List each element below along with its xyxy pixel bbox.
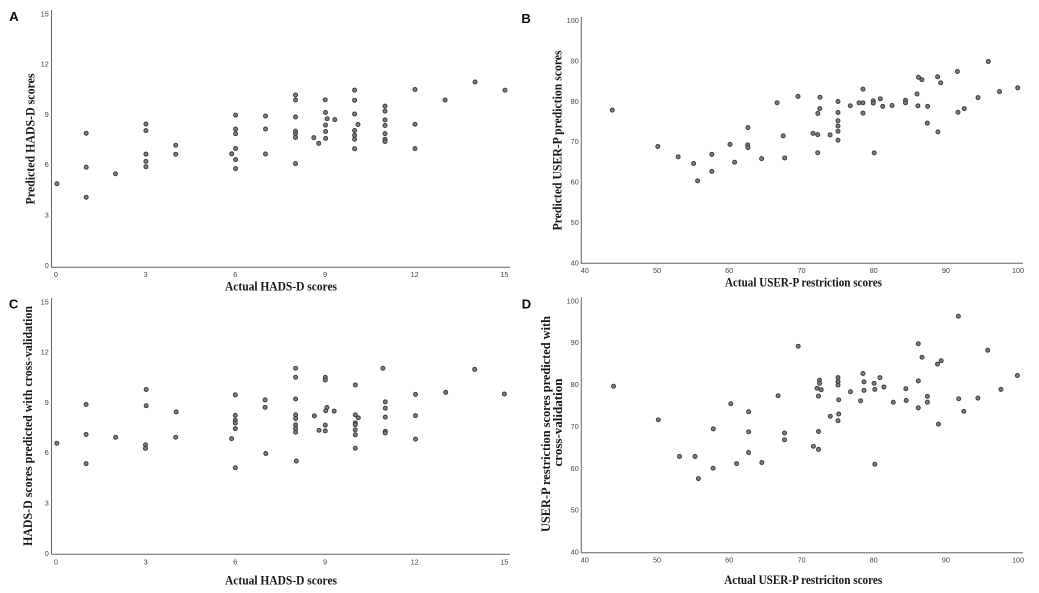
svg-text:80: 80 (870, 266, 878, 275)
svg-text:90: 90 (942, 556, 950, 565)
svg-text:HADS-D scores predicted with c: HADS-D scores predicted with cross-valid… (20, 305, 35, 546)
svg-text:Actual USER-P restriction scor: Actual USER-P restriction scores (725, 275, 882, 290)
svg-text:C: C (9, 297, 19, 312)
svg-text:50: 50 (653, 266, 661, 275)
svg-text:15: 15 (41, 9, 49, 18)
svg-text:60: 60 (571, 178, 579, 187)
svg-text:0: 0 (45, 549, 49, 558)
svg-text:50: 50 (571, 218, 579, 227)
svg-text:9: 9 (323, 557, 327, 566)
svg-text:9: 9 (323, 270, 327, 279)
svg-text:15: 15 (500, 270, 508, 279)
svg-text:80: 80 (571, 97, 579, 106)
svg-text:80: 80 (571, 380, 579, 389)
svg-text:0: 0 (54, 557, 58, 566)
svg-text:Actual HADS-D scores: Actual HADS-D scores (225, 279, 337, 294)
svg-text:A: A (9, 9, 19, 24)
svg-text:6: 6 (45, 160, 49, 169)
svg-text:15: 15 (41, 297, 49, 306)
svg-text:40: 40 (571, 258, 579, 267)
svg-text:9: 9 (45, 398, 49, 407)
svg-text:3: 3 (144, 557, 148, 566)
svg-text:90: 90 (571, 338, 579, 347)
svg-text:Predicted USER-P prediction sc: Predicted USER-P prediction scores (549, 50, 564, 230)
svg-text:100: 100 (1012, 266, 1024, 275)
svg-text:B: B (521, 11, 530, 26)
svg-text:40: 40 (581, 266, 589, 275)
svg-text:12: 12 (411, 557, 419, 566)
svg-text:6: 6 (233, 557, 237, 566)
svg-text:40: 40 (581, 556, 589, 565)
svg-text:40: 40 (571, 547, 579, 556)
svg-text:90: 90 (571, 56, 579, 65)
svg-text:3: 3 (144, 270, 148, 279)
svg-text:9: 9 (45, 110, 49, 119)
svg-text:100: 100 (567, 296, 579, 305)
svg-text:60: 60 (571, 464, 579, 473)
svg-text:12: 12 (411, 270, 419, 279)
svg-text:cross-validation: cross-validation (550, 378, 565, 467)
svg-text:15: 15 (500, 557, 508, 566)
svg-text:60: 60 (725, 266, 733, 275)
svg-text:80: 80 (870, 556, 878, 565)
svg-text:3: 3 (45, 211, 49, 220)
svg-text:D: D (522, 297, 531, 312)
svg-text:12: 12 (41, 348, 49, 357)
svg-text:70: 70 (797, 266, 805, 275)
svg-text:90: 90 (942, 266, 950, 275)
svg-text:Actual USER-P restriciton scor: Actual USER-P restriciton scores (724, 572, 882, 587)
svg-text:70: 70 (571, 422, 579, 431)
svg-text:6: 6 (233, 270, 237, 279)
svg-text:60: 60 (725, 556, 733, 565)
svg-text:Actual HADS-D scores: Actual HADS-D scores (225, 573, 337, 588)
svg-text:3: 3 (45, 499, 49, 508)
svg-text:12: 12 (41, 60, 49, 69)
svg-text:100: 100 (1012, 556, 1024, 565)
svg-text:Predicted HADS-D scores: Predicted HADS-D scores (23, 74, 38, 205)
svg-text:0: 0 (54, 270, 58, 279)
svg-text:50: 50 (571, 506, 579, 515)
svg-text:100: 100 (567, 16, 579, 25)
svg-text:50: 50 (653, 556, 661, 565)
svg-text:70: 70 (797, 556, 805, 565)
svg-text:6: 6 (45, 448, 49, 457)
svg-text:70: 70 (571, 137, 579, 146)
svg-text:0: 0 (45, 261, 49, 270)
svg-text:USER-P restriction scores pred: USER-P restriction scores predicted with (538, 315, 553, 532)
